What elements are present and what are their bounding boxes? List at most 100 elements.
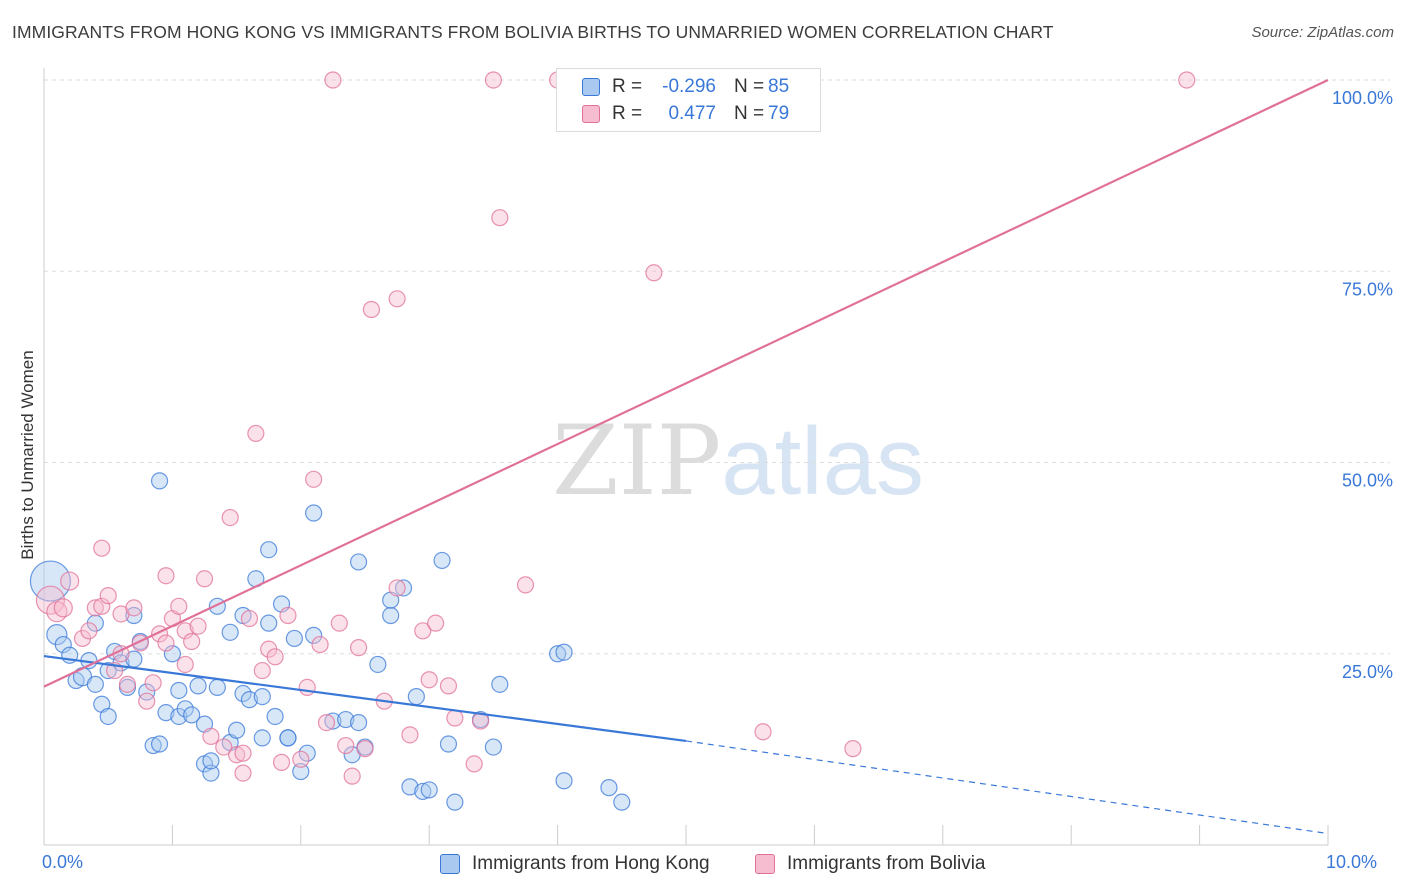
y-tick-label: 25.0%	[1342, 662, 1393, 682]
point-bolivia	[53, 598, 73, 618]
point-bolivia	[228, 746, 246, 764]
series-label-hong-kong: Immigrants from Hong Kong	[472, 853, 710, 874]
point-hong-kong	[99, 707, 117, 726]
point-hong-kong	[491, 675, 509, 693]
point-hong-kong	[407, 687, 425, 706]
point-bolivia	[93, 539, 111, 557]
watermark-zip: ZIP	[552, 405, 722, 517]
x-tick-label-min: 0.0%	[42, 852, 84, 872]
point-hong-kong	[484, 738, 502, 756]
point-hong-kong	[99, 661, 117, 680]
point-hong-kong	[260, 541, 278, 559]
point-hong-kong	[46, 624, 68, 646]
point-hong-kong	[176, 700, 194, 718]
point-bolivia	[330, 614, 348, 632]
point-hong-kong	[253, 687, 271, 706]
point-bolivia	[144, 674, 162, 692]
point-hong-kong	[548, 645, 567, 663]
point-hong-kong	[157, 704, 175, 722]
point-bolivia	[99, 587, 117, 605]
point-bolivia	[240, 609, 259, 628]
point-hong-kong	[260, 614, 278, 632]
point-bolivia	[292, 750, 310, 768]
legend-n-value: 79	[768, 103, 790, 124]
point-bolivia	[311, 635, 329, 654]
point-bolivia	[221, 508, 239, 527]
point-hong-kong	[163, 645, 181, 663]
watermark-atlas: atlas	[721, 408, 924, 515]
point-bolivia	[317, 713, 336, 732]
point-hong-kong	[349, 713, 368, 732]
point-bolivia	[272, 753, 291, 771]
point-hong-kong	[446, 793, 464, 811]
point-hong-kong	[86, 675, 104, 693]
point-bolivia	[247, 424, 265, 443]
point-hong-kong	[305, 626, 323, 644]
legend-n-value: 85	[768, 76, 790, 97]
series-swatch-hong-kong	[440, 854, 460, 874]
point-bolivia	[266, 648, 284, 666]
legend-n-label: N =	[734, 103, 765, 124]
point-bolivia	[157, 567, 175, 585]
point-hong-kong	[420, 781, 438, 799]
point-hong-kong	[221, 623, 239, 641]
point-hong-kong	[54, 635, 72, 654]
point-hong-kong	[394, 579, 413, 597]
point-bolivia	[138, 692, 156, 710]
point-bolivia	[645, 264, 663, 282]
point-bolivia	[298, 678, 316, 697]
point-bolivia	[170, 597, 188, 615]
point-bolivia	[125, 599, 143, 617]
point-bolivia	[157, 634, 175, 652]
point-bolivia	[401, 726, 419, 744]
point-bolivia	[35, 585, 66, 615]
point-hong-kong	[401, 778, 419, 796]
series-legend-bolivia: Immigrants from Bolivia	[755, 853, 986, 875]
point-bolivia	[844, 740, 862, 758]
series-legend: Immigrants from Hong Kong Immigrants fro…	[0, 851, 1406, 877]
legend-swatch-hong-kong	[582, 78, 600, 96]
point-bolivia	[202, 727, 220, 745]
y-tick-label: 75.0%	[1342, 279, 1393, 299]
legend-r-value: 0.477	[668, 103, 716, 124]
series-swatch-bolivia	[755, 854, 775, 874]
point-hong-kong	[324, 712, 342, 730]
point-hong-kong	[555, 772, 573, 790]
point-bolivia	[183, 632, 201, 651]
point-hong-kong	[202, 764, 220, 782]
point-hong-kong	[382, 606, 400, 625]
point-bolivia	[176, 622, 194, 640]
legend-n-label: N =	[734, 76, 765, 97]
point-bolivia	[337, 736, 355, 755]
point-bolivia	[189, 617, 207, 635]
point-bolivia	[343, 767, 361, 785]
point-hong-kong	[170, 681, 188, 700]
legend-swatch-bolivia	[582, 105, 600, 123]
point-bolivia	[484, 71, 502, 89]
point-hong-kong	[279, 729, 297, 747]
point-hong-kong	[305, 504, 323, 522]
point-bolivia	[80, 622, 98, 640]
series-label-bolivia: Immigrants from Bolivia	[787, 853, 986, 874]
point-hong-kong	[234, 684, 252, 703]
point-bolivia	[93, 597, 111, 615]
series-legend-hong-kong: Immigrants from Hong Kong	[440, 853, 710, 875]
point-bolivia	[356, 740, 374, 758]
point-hong-kong	[144, 736, 162, 755]
legend-r-label: R =	[612, 103, 643, 124]
point-bolivia	[253, 661, 271, 680]
point-hong-kong	[150, 735, 169, 753]
point-hong-kong	[150, 472, 169, 490]
x-tick-label-max: 10.0%	[1326, 852, 1378, 872]
point-hong-kong	[555, 643, 573, 661]
point-bolivia	[1178, 71, 1196, 89]
point-hong-kong	[349, 553, 368, 571]
point-hong-kong	[240, 691, 259, 709]
y-tick-label: 50.0%	[1342, 471, 1393, 491]
y-tick-label: 100.0%	[1332, 88, 1393, 108]
point-hong-kong	[600, 779, 618, 797]
point-bolivia	[388, 290, 406, 308]
point-bolivia	[754, 723, 772, 741]
point-bolivia	[388, 579, 406, 597]
